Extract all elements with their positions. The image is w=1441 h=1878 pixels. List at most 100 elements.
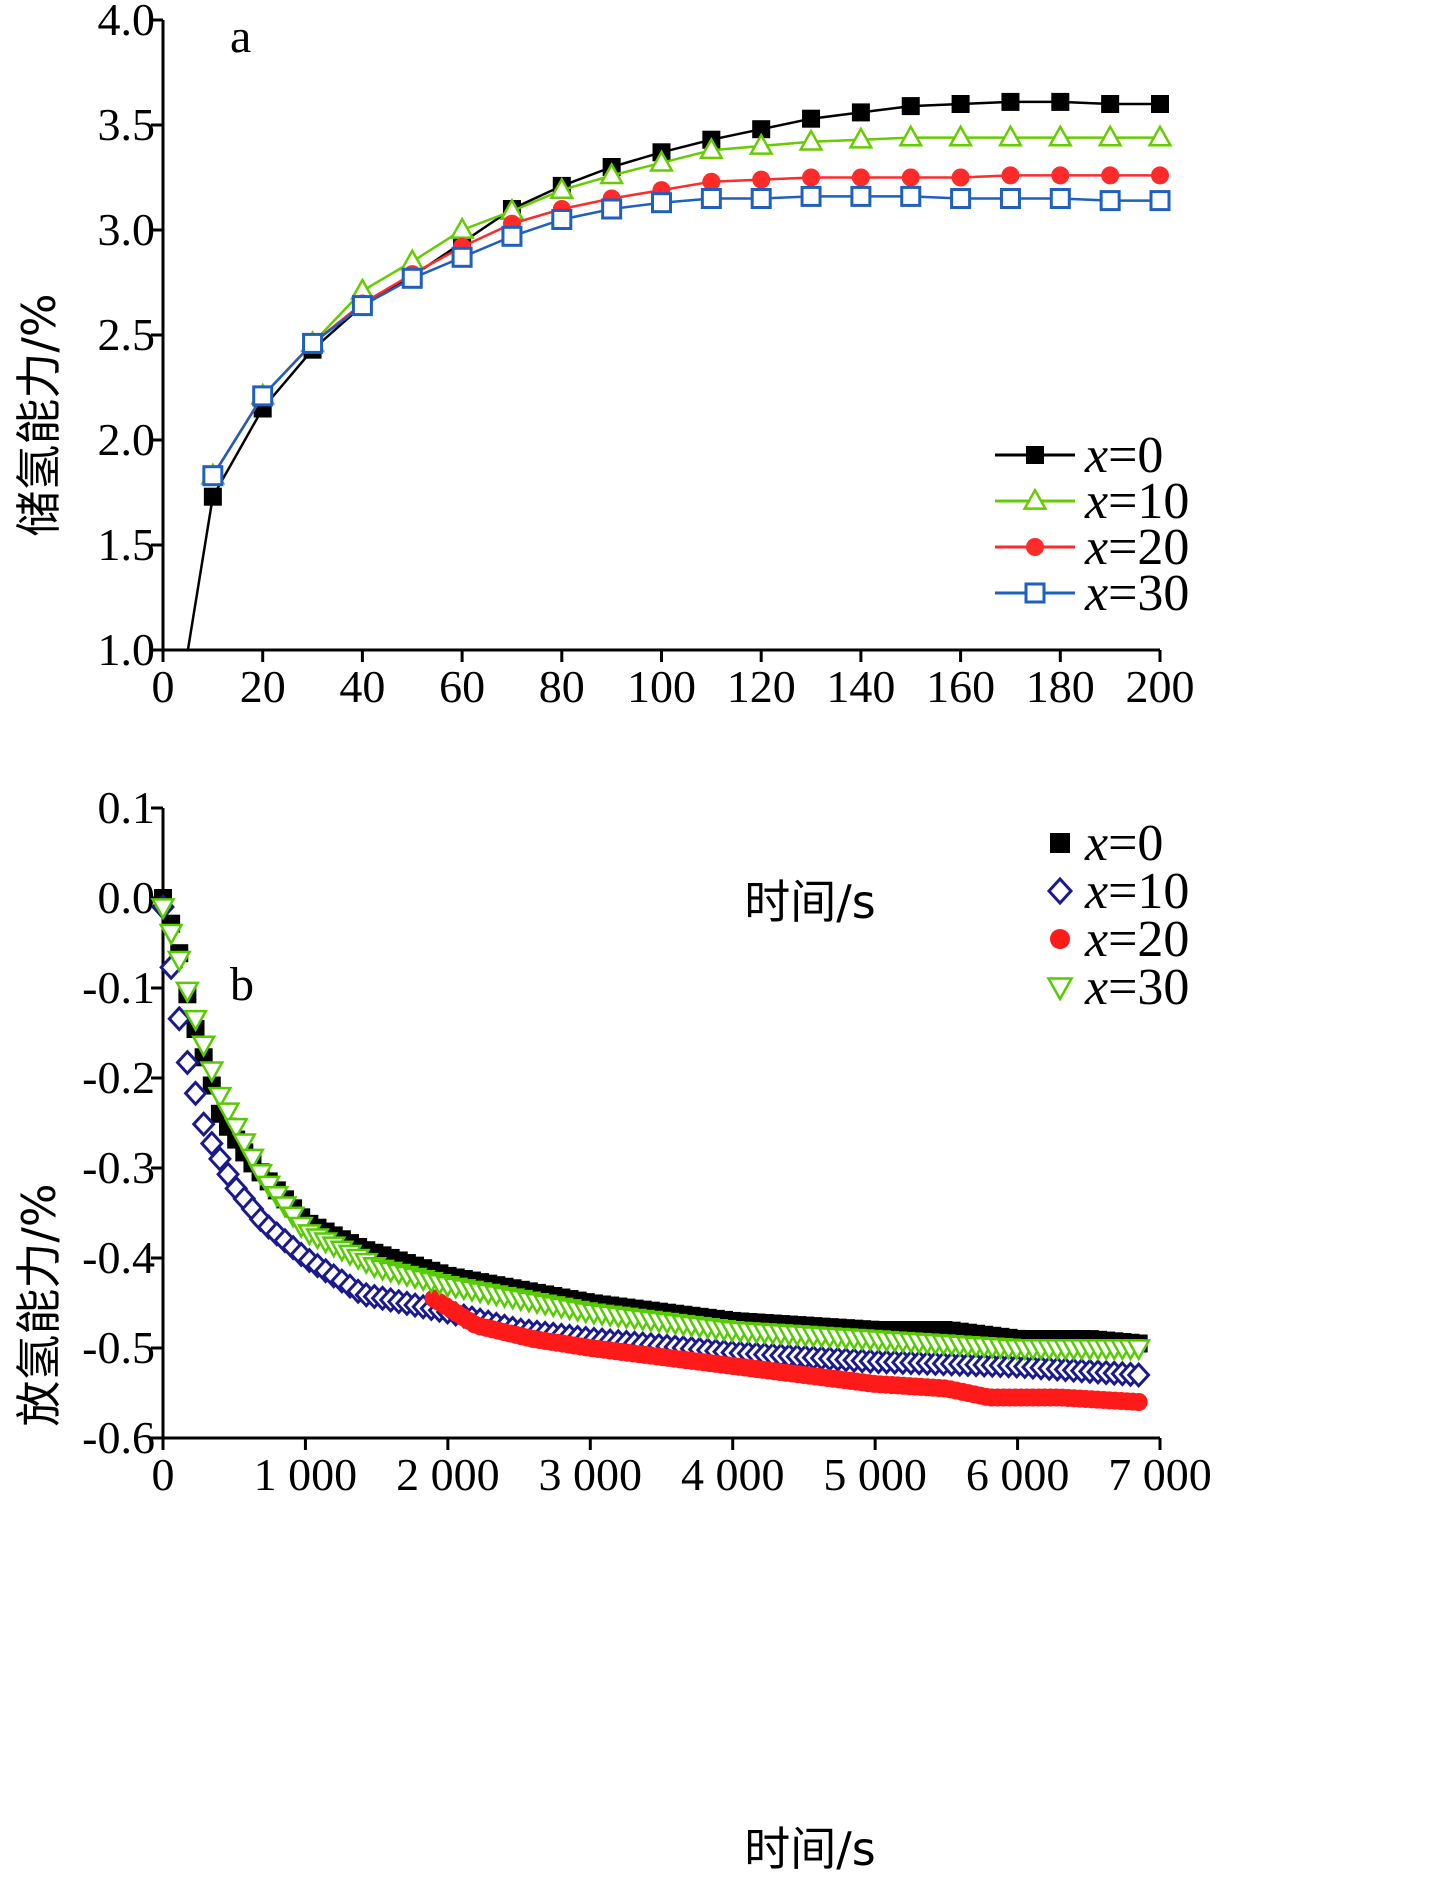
data-point	[997, 124, 1023, 147]
x-tick-label: 180	[1026, 661, 1095, 712]
y-tick-label: -0.3	[82, 1142, 155, 1193]
legend-marker	[1046, 977, 1074, 1002]
data-point	[1101, 95, 1120, 113]
data-point	[999, 188, 1021, 209]
data-point	[601, 198, 623, 220]
data-point	[851, 103, 870, 122]
legend-label: x=10	[1084, 863, 1189, 920]
data-point	[199, 1061, 225, 1084]
data-point	[1151, 166, 1169, 185]
data-point	[750, 188, 772, 209]
data-point	[702, 172, 721, 191]
data-point	[1047, 124, 1073, 147]
data-point	[1049, 188, 1071, 209]
data-point	[898, 124, 924, 147]
data-point	[202, 465, 224, 487]
x-tick-label: 120	[727, 661, 796, 712]
legend-entry-x=30: x=30	[995, 565, 1189, 622]
data-point	[698, 136, 724, 160]
data-point	[167, 1005, 192, 1032]
data-point	[239, 1148, 265, 1171]
legend-label: x=30	[1084, 959, 1189, 1016]
data-point	[752, 120, 771, 139]
legend-entry-x=30: x=30	[1046, 959, 1189, 1016]
y-tick-label: 3.0	[98, 204, 156, 255]
data-point	[802, 168, 821, 187]
data-point	[401, 267, 423, 289]
series-x=30	[150, 898, 1152, 1362]
data-point	[248, 1164, 274, 1187]
series-line	[211, 174, 1160, 477]
legend-marker	[1050, 929, 1070, 949]
x-tick-label: 4 000	[681, 1449, 785, 1500]
data-point	[351, 295, 373, 317]
data-point	[800, 185, 822, 207]
series-x=20	[424, 1289, 1148, 1411]
data-point	[951, 95, 970, 113]
y-tick-label: 0.0	[98, 872, 156, 923]
data-point	[649, 149, 674, 172]
data-point	[207, 1145, 232, 1172]
y-tick-label: 0.1	[98, 782, 156, 833]
data-point	[451, 246, 473, 268]
y-tick-label: 2.0	[98, 414, 156, 465]
data-point	[1149, 190, 1171, 212]
x-tick-label: 200	[1126, 661, 1195, 712]
data-point	[158, 923, 184, 947]
data-point	[199, 1130, 224, 1157]
legend-label: x=20	[1084, 519, 1189, 576]
series-line	[211, 195, 1160, 477]
y-tick-label: -0.1	[82, 962, 155, 1013]
data-point	[901, 97, 920, 116]
data-point	[174, 981, 200, 1004]
data-point	[302, 332, 324, 354]
x-tick-label: 6 000	[966, 1449, 1070, 1500]
data-point	[1099, 190, 1121, 212]
data-point	[748, 132, 774, 155]
legend-marker	[1046, 876, 1074, 906]
data-point	[798, 128, 824, 151]
x-tick-label: 20	[240, 661, 286, 712]
y-tick-label: -0.6	[82, 1412, 155, 1463]
x-tick-label: 5 000	[823, 1449, 927, 1500]
legend-entry-x=20: x=20	[995, 519, 1189, 576]
x-tick-label: 0	[152, 1449, 175, 1500]
data-point	[1151, 95, 1169, 113]
data-point	[1001, 166, 1020, 185]
legend-label: x=0	[1084, 427, 1163, 484]
x-tick-label: 80	[539, 661, 585, 712]
data-point	[501, 225, 523, 247]
y-tick-label: 1.0	[98, 624, 156, 675]
x-tick-label: 60	[439, 661, 485, 712]
x-tick-label: 0	[152, 661, 175, 712]
panel-b-label: b	[230, 958, 254, 1011]
legend-entry-x=0: x=0	[995, 427, 1163, 484]
chart-panel-b: b 时间/s 放氢能力/% -0.6 -0.5 -0.4 -0.3 -0.2 -0.1 0.…	[12, 782, 1212, 1876]
data-point	[1051, 92, 1070, 111]
panel-a-xlabel: 时间/s	[744, 875, 875, 929]
x-tick-label: 160	[926, 661, 995, 712]
legend-marker	[1026, 538, 1044, 556]
data-point	[950, 188, 972, 209]
data-point	[191, 1111, 216, 1138]
data-point	[191, 1035, 217, 1058]
x-tick-label: 7 000	[1108, 1449, 1212, 1500]
y-tick-label: -0.2	[82, 1052, 155, 1103]
data-point	[1101, 166, 1120, 185]
y-tick-label: 2.5	[98, 309, 156, 360]
series-line	[211, 136, 1160, 477]
data-point	[951, 168, 970, 187]
legend-entry-x=20: x=20	[1050, 911, 1189, 968]
data-point	[1097, 124, 1123, 147]
legend-entry-x=10: x=10	[1046, 863, 1189, 920]
data-point	[215, 1102, 241, 1125]
data-point	[1129, 1393, 1148, 1411]
legend-label: x=30	[1084, 565, 1189, 622]
data-point	[207, 1086, 233, 1110]
y-tick-label: 1.5	[98, 519, 156, 570]
data-point	[1051, 166, 1070, 185]
data-point	[802, 109, 821, 128]
data-point	[166, 950, 192, 974]
data-point	[900, 185, 922, 207]
